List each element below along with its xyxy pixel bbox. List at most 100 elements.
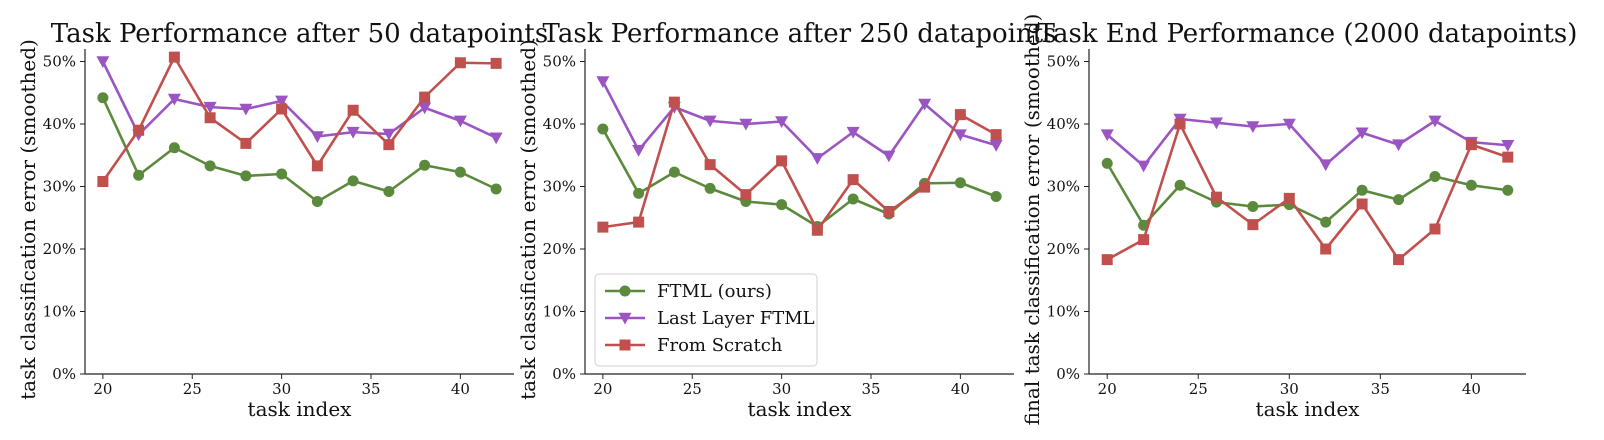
data-point: [883, 206, 895, 217]
data-point: [776, 199, 788, 211]
legend-marker: [618, 312, 632, 325]
data-point: [311, 160, 323, 172]
x-axis-label: task index: [248, 397, 353, 421]
data-point: [703, 115, 717, 128]
chart-title: Task Performance after 250 datapoints: [543, 19, 1057, 49]
y-tick-label: 0%: [1056, 365, 1080, 383]
chart-title: Task End Performance (2000 datapoints): [1038, 19, 1578, 49]
data-point: [1502, 151, 1514, 163]
y-tick-label: 10%: [543, 303, 576, 321]
data-point: [276, 103, 288, 115]
data-point: [1465, 139, 1477, 151]
y-axis-label: task classification error (smoothed): [16, 39, 40, 400]
data-point: [596, 76, 610, 88]
y-tick-label: 30%: [43, 178, 76, 196]
data-point: [668, 166, 680, 178]
series-last-layer-ftml: [596, 76, 1003, 165]
data-point: [240, 170, 252, 182]
legend-item: Last Layer FTML: [605, 308, 815, 329]
data-point: [347, 175, 359, 187]
data-point: [167, 93, 181, 106]
x-tick-label: 40: [451, 380, 470, 398]
data-point: [1247, 201, 1259, 212]
legend-item: FTML (ours): [605, 281, 772, 302]
data-point: [1428, 115, 1442, 128]
data-point: [489, 132, 503, 145]
data-point: [1137, 160, 1151, 173]
y-tick-label: 20%: [543, 240, 576, 258]
x-tick-label: 25: [1189, 380, 1208, 398]
legend-label: From Scratch: [657, 335, 783, 356]
data-point: [1429, 223, 1441, 235]
y-axis-label: final task classification error (smoothe…: [1020, 14, 1044, 426]
data-point: [918, 98, 932, 111]
series-line: [101, 60, 497, 139]
legend-item: From Scratch: [605, 335, 783, 356]
legend: FTML (ours) Last Layer FTML From Scratch: [594, 273, 818, 367]
data-point: [668, 96, 680, 108]
series-from-scratch: [1101, 118, 1514, 266]
data-point: [383, 186, 395, 197]
data-point: [1210, 191, 1222, 203]
data-point: [1392, 139, 1406, 152]
x-tick-label: 20: [1098, 380, 1117, 398]
chart-panel-2: Task Performance after 250 datapoints 0% 1…: [516, 19, 1056, 421]
data-point: [1502, 184, 1514, 196]
y-tick-label: 0%: [552, 365, 576, 383]
legend-box: [594, 273, 818, 367]
data-point: [419, 159, 431, 171]
data-point: [1246, 121, 1260, 133]
chart-panel-1: Task Performance after 50 datapoints 0% 10…: [16, 19, 548, 421]
data-point: [919, 181, 931, 193]
data-point: [847, 174, 859, 186]
x-axis-label: task index: [748, 397, 853, 421]
data-point: [382, 128, 396, 141]
data-point: [1429, 171, 1441, 182]
series-ftml-ours: [1101, 157, 1514, 231]
series-line: [601, 128, 997, 228]
data-point: [240, 137, 252, 149]
series-line: [101, 97, 497, 203]
data-point: [1101, 157, 1113, 169]
data-point: [490, 57, 502, 69]
data-point: [203, 101, 217, 114]
x-tick-label: 40: [1462, 380, 1481, 398]
x-tick-label: 35: [861, 380, 880, 398]
data-point: [846, 126, 860, 139]
data-point: [632, 145, 646, 157]
y-tick-label: 40%: [543, 115, 576, 133]
data-point: [275, 95, 289, 108]
data-point: [1465, 179, 1477, 191]
data-point: [811, 224, 823, 236]
data-point: [739, 118, 753, 131]
data-point: [347, 104, 359, 116]
data-point: [1247, 219, 1259, 231]
data-point: [1320, 243, 1332, 255]
x-tick-label: 30: [272, 380, 291, 398]
data-point: [847, 193, 859, 205]
chart-title: Task Performance after 50 datapoints: [51, 19, 548, 49]
data-point: [97, 176, 109, 187]
y-tick-label: 50%: [543, 53, 576, 71]
data-point: [1174, 179, 1186, 191]
data-point: [276, 168, 288, 180]
legend-marker: [619, 339, 631, 351]
series-last-layer-ftml: [1100, 113, 1515, 173]
data-point: [1138, 234, 1150, 246]
data-point: [989, 140, 1003, 152]
legend-label: FTML (ours): [657, 281, 772, 302]
data-point: [704, 159, 716, 171]
data-point: [168, 142, 180, 154]
legend-label: Last Layer FTML: [657, 308, 815, 329]
data-point: [1319, 159, 1333, 172]
data-point: [810, 153, 824, 165]
data-point: [633, 187, 645, 199]
data-point: [97, 92, 109, 104]
data-point: [454, 57, 466, 69]
data-point: [597, 123, 609, 135]
y-tick-label: 30%: [543, 178, 576, 196]
y-tick-label: 50%: [1047, 53, 1080, 71]
data-point: [168, 51, 180, 63]
data-point: [1393, 194, 1405, 206]
